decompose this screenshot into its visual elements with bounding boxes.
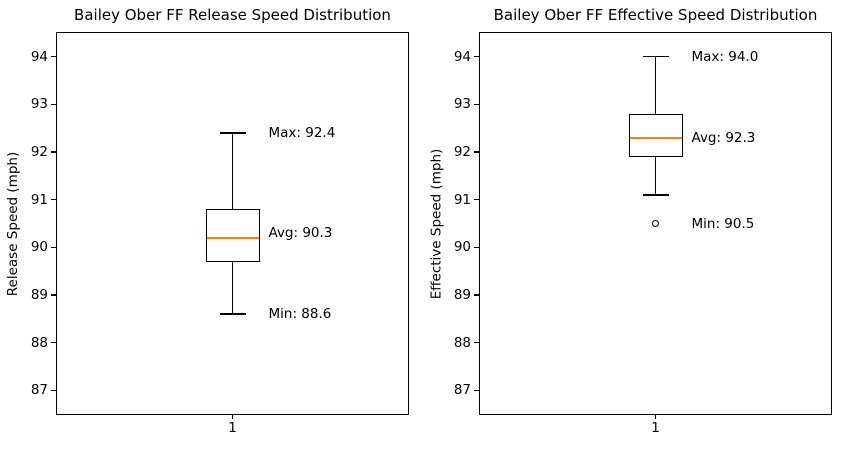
lower-whisker — [231, 261, 234, 314]
y-tick-label: 91 — [453, 191, 471, 208]
y-tick-label: 89 — [30, 286, 48, 303]
stat-annotation: Min: 90.5 — [691, 215, 755, 232]
chart-title: Bailey Ober FF Release Speed Distributio… — [74, 6, 391, 24]
y-tick-mark — [51, 246, 56, 248]
y-tick-label: 89 — [453, 286, 471, 303]
y-tick-mark — [51, 103, 56, 106]
y-tick-mark — [474, 294, 479, 296]
y-tick-label: 88 — [30, 334, 48, 351]
y-tick-label: 92 — [453, 144, 471, 161]
lower-whisker-cap — [642, 194, 669, 196]
y-tick-label: 93 — [30, 96, 48, 113]
y-tick-mark — [474, 56, 479, 58]
y-tick-mark — [474, 341, 479, 344]
box — [628, 113, 683, 157]
upper-whisker-cap — [642, 56, 669, 58]
axes: 94 93 92 91 90 89 88 87 Max: 94.0 Avg: 92.3 Min: 9… — [454, 32, 832, 419]
y-tick-mark — [474, 103, 479, 106]
y-axis-label: Release Speed (mph) — [0, 32, 26, 415]
y-tick-mark — [474, 246, 479, 248]
outlier-point — [652, 220, 659, 227]
y-axis-label: Effective Speed (mph) — [423, 32, 449, 415]
y-tick-mark — [51, 294, 56, 296]
y-tick-label: 87 — [453, 382, 471, 399]
lower-whisker-cap — [219, 313, 246, 315]
y-tick-label: 94 — [453, 48, 471, 65]
stat-annotation: Avg: 90.3 — [268, 225, 333, 242]
lower-whisker — [654, 156, 657, 195]
stat-annotation: Max: 94.0 — [691, 48, 759, 65]
y-tick-label: 93 — [453, 96, 471, 113]
y-tick-label: 90 — [30, 239, 48, 256]
y-tick-mark — [51, 151, 56, 153]
y-tick-label: 90 — [453, 239, 471, 256]
stat-annotation: Min: 88.6 — [268, 305, 332, 322]
y-tick-mark — [474, 199, 479, 201]
y-tick-mark — [51, 199, 56, 201]
y-tick-mark — [474, 389, 479, 391]
upper-whisker — [231, 133, 234, 210]
x-tick-label: 1 — [651, 420, 660, 436]
x-tick-mark — [654, 414, 657, 419]
axes: 94 93 92 91 90 89 88 87 Max: 92.4 Avg: 90.3 Min: 8… — [31, 32, 409, 419]
subplot-release-speed: Bailey Ober FF Release Speed Distributio… — [0, 0, 422, 451]
x-tick-mark — [231, 414, 234, 419]
median-line — [629, 136, 682, 139]
box — [205, 209, 260, 262]
y-tick-label: 88 — [453, 334, 471, 351]
y-tick-mark — [51, 56, 56, 58]
y-tick-label: 92 — [30, 144, 48, 161]
x-tick-label: 1 — [228, 420, 237, 436]
y-tick-label: 91 — [30, 191, 48, 208]
stat-annotation: Max: 92.4 — [268, 125, 336, 141]
y-tick-label: 87 — [30, 382, 48, 399]
chart-title: Bailey Ober FF Effective Speed Distribut… — [493, 6, 818, 24]
y-tick-mark — [51, 341, 56, 344]
median-line — [206, 236, 259, 239]
stat-annotation: Avg: 92.3 — [691, 129, 756, 146]
upper-whisker — [654, 56, 657, 114]
upper-whisker-cap — [219, 132, 246, 134]
y-axis-label-text: Release Speed (mph) — [5, 151, 21, 296]
y-tick-mark — [474, 151, 479, 153]
y-axis-label-text: Effective Speed (mph) — [428, 148, 445, 299]
y-tick-label: 94 — [30, 48, 48, 65]
y-tick-mark — [51, 389, 56, 391]
subplot-effective-speed: Bailey Ober FF Effective Speed Distribut… — [423, 0, 845, 451]
